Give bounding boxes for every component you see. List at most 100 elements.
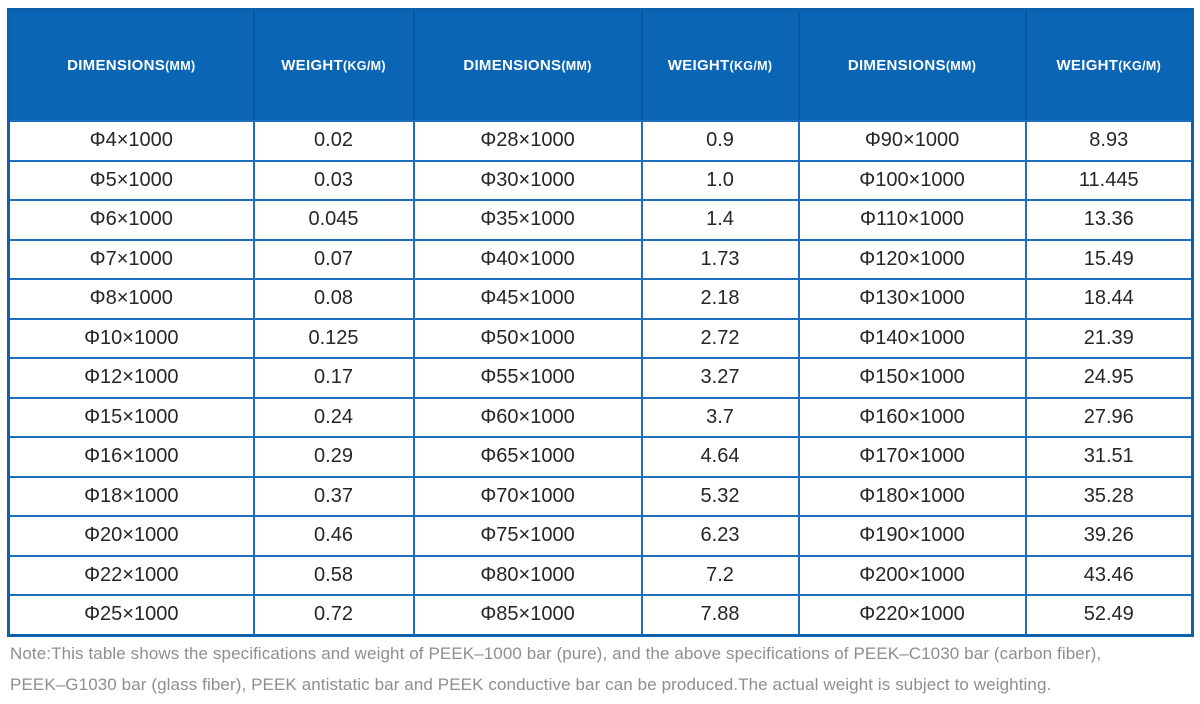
dimension-cell: Φ18×1000: [7, 475, 255, 517]
header-unit: (MM): [165, 59, 196, 73]
dimension-cell: Φ130×1000: [797, 278, 1027, 320]
weight-cell: 1.4: [640, 199, 800, 241]
dimension-cell: Φ120×1000: [797, 238, 1027, 280]
dimension-cell: Φ80×1000: [412, 554, 643, 596]
dimension-cell: Φ15×1000: [7, 396, 255, 438]
weight-cell: 5.32: [640, 475, 800, 517]
dimension-cell: Φ50×1000: [412, 317, 643, 359]
weight-cell: 4.64: [640, 436, 800, 478]
dimension-cell: Φ200×1000: [797, 554, 1027, 596]
dimension-cell: Φ160×1000: [797, 396, 1027, 438]
weight-cell: 0.08: [252, 278, 415, 320]
dimension-cell: Φ10×1000: [7, 317, 255, 359]
dimension-cell: Φ40×1000: [412, 238, 643, 280]
weight-cell: 31.51: [1024, 436, 1194, 478]
table-row: Φ8×1000 0.08 Φ45×1000 2.18 Φ130×1000 18.44: [7, 278, 1194, 320]
weight-cell: 13.36: [1024, 199, 1194, 241]
dimension-cell: Φ70×1000: [412, 475, 643, 517]
peek-bar-spec-table: DIMENSIONS(MM) WEIGHT(KG/M) DIMENSIONS(M…: [7, 8, 1194, 637]
dimension-cell: Φ190×1000: [797, 515, 1027, 557]
weight-cell: 0.58: [252, 554, 415, 596]
dimension-cell: Φ12×1000: [7, 357, 255, 399]
header-label: DIMENSIONS: [67, 57, 166, 74]
dimension-cell: Φ16×1000: [7, 436, 255, 478]
weight-cell: 35.28: [1024, 475, 1194, 517]
dimension-cell: Φ25×1000: [7, 594, 255, 636]
table-body: Φ4×1000 0.02 Φ28×1000 0.9 Φ90×1000 8.93 Φ5×100…: [7, 120, 1194, 636]
dimension-cell: Φ75×1000: [412, 515, 643, 557]
header-label: WEIGHT: [1056, 57, 1119, 74]
dimension-cell: Φ28×1000: [412, 120, 643, 162]
dimension-cell: Φ60×1000: [412, 396, 643, 438]
header-unit: (KG/M): [729, 59, 773, 73]
weight-cell: 0.46: [252, 515, 415, 557]
table-row: Φ20×1000 0.46 Φ75×1000 6.23 Φ190×1000 39.26: [7, 515, 1194, 557]
weight-cell: 0.045: [252, 199, 415, 241]
column-header-dimensions-1: DIMENSIONS(MM): [7, 8, 255, 122]
table-row: Φ18×1000 0.37 Φ70×1000 5.32 Φ180×1000 35.28: [7, 475, 1194, 517]
dimension-cell: Φ110×1000: [797, 199, 1027, 241]
dimension-cell: Φ45×1000: [412, 278, 643, 320]
dimension-cell: Φ180×1000: [797, 475, 1027, 517]
weight-cell: 24.95: [1024, 357, 1194, 399]
dimension-cell: Φ170×1000: [797, 436, 1027, 478]
dimension-cell: Φ150×1000: [797, 357, 1027, 399]
weight-cell: 3.27: [640, 357, 800, 399]
weight-cell: 7.88: [640, 594, 800, 636]
weight-cell: 52.49: [1024, 594, 1194, 636]
table-row: Φ16×1000 0.29 Φ65×1000 4.64 Φ170×1000 31.51: [7, 436, 1194, 478]
dimension-cell: Φ35×1000: [412, 199, 643, 241]
weight-cell: 0.29: [252, 436, 415, 478]
weight-cell: 0.9: [640, 120, 800, 162]
note-line-2: PEEK–G1030 bar (glass fiber), PEEK antis…: [10, 675, 1052, 694]
weight-cell: 21.39: [1024, 317, 1194, 359]
header-label: DIMENSIONS: [847, 57, 946, 74]
note-line-1: Note:This table shows the specifications…: [10, 644, 1102, 663]
weight-cell: 1.0: [640, 159, 800, 201]
dimension-cell: Φ90×1000: [797, 120, 1027, 162]
column-header-weight-1: WEIGHT(KG/M): [252, 8, 415, 122]
table-row: Φ4×1000 0.02 Φ28×1000 0.9 Φ90×1000 8.93: [7, 120, 1194, 162]
weight-cell: 0.37: [252, 475, 415, 517]
weight-cell: 2.72: [640, 317, 800, 359]
dimension-cell: Φ7×1000: [7, 238, 255, 280]
header-label: DIMENSIONS: [463, 57, 562, 74]
table-row: Φ6×1000 0.045 Φ35×1000 1.4 Φ110×1000 13.36: [7, 199, 1194, 241]
weight-cell: 18.44: [1024, 278, 1194, 320]
weight-cell: 0.125: [252, 317, 415, 359]
dimension-cell: Φ22×1000: [7, 554, 255, 596]
dimension-cell: Φ20×1000: [7, 515, 255, 557]
weight-cell: 39.26: [1024, 515, 1194, 557]
weight-cell: 27.96: [1024, 396, 1194, 438]
header-unit: (MM): [945, 59, 977, 73]
table-row: Φ25×1000 0.72 Φ85×1000 7.88 Φ220×1000 52.49: [7, 594, 1194, 636]
weight-cell: 2.18: [640, 278, 800, 320]
dimension-cell: Φ65×1000: [412, 436, 643, 478]
dimension-cell: Φ220×1000: [797, 594, 1027, 636]
weight-cell: 0.02: [252, 120, 415, 162]
weight-cell: 0.24: [252, 396, 415, 438]
header-unit: (KG/M): [343, 59, 386, 73]
dimension-cell: Φ4×1000: [7, 120, 255, 162]
weight-cell: 0.72: [252, 594, 415, 636]
table-row: Φ22×1000 0.58 Φ80×1000 7.2 Φ200×1000 43.46: [7, 554, 1194, 596]
dimension-cell: Φ100×1000: [797, 159, 1027, 201]
weight-cell: 0.17: [252, 357, 415, 399]
table-row: Φ5×1000 0.03 Φ30×1000 1.0 Φ100×1000 11.445: [7, 159, 1194, 201]
header-row: DIMENSIONS(MM) WEIGHT(KG/M) DIMENSIONS(M…: [7, 8, 1194, 122]
weight-cell: 11.445: [1024, 159, 1194, 201]
dimension-cell: Φ30×1000: [412, 159, 643, 201]
weight-cell: 43.46: [1024, 554, 1194, 596]
note-text: Note:This table shows the specifications…: [10, 638, 1196, 700]
table-row: Φ7×1000 0.07 Φ40×1000 1.73 Φ120×1000 15.49: [7, 238, 1194, 280]
weight-cell: 6.23: [640, 515, 800, 557]
weight-cell: 0.07: [252, 238, 415, 280]
dimension-cell: Φ140×1000: [797, 317, 1027, 359]
dimension-cell: Φ85×1000: [412, 594, 643, 636]
dimension-cell: Φ55×1000: [412, 357, 643, 399]
header-unit: (KG/M): [1118, 59, 1162, 73]
column-header-weight-3: WEIGHT(KG/M): [1024, 8, 1194, 122]
header-label: WEIGHT: [281, 57, 344, 74]
weight-cell: 7.2: [640, 554, 800, 596]
dimension-cell: Φ5×1000: [7, 159, 255, 201]
